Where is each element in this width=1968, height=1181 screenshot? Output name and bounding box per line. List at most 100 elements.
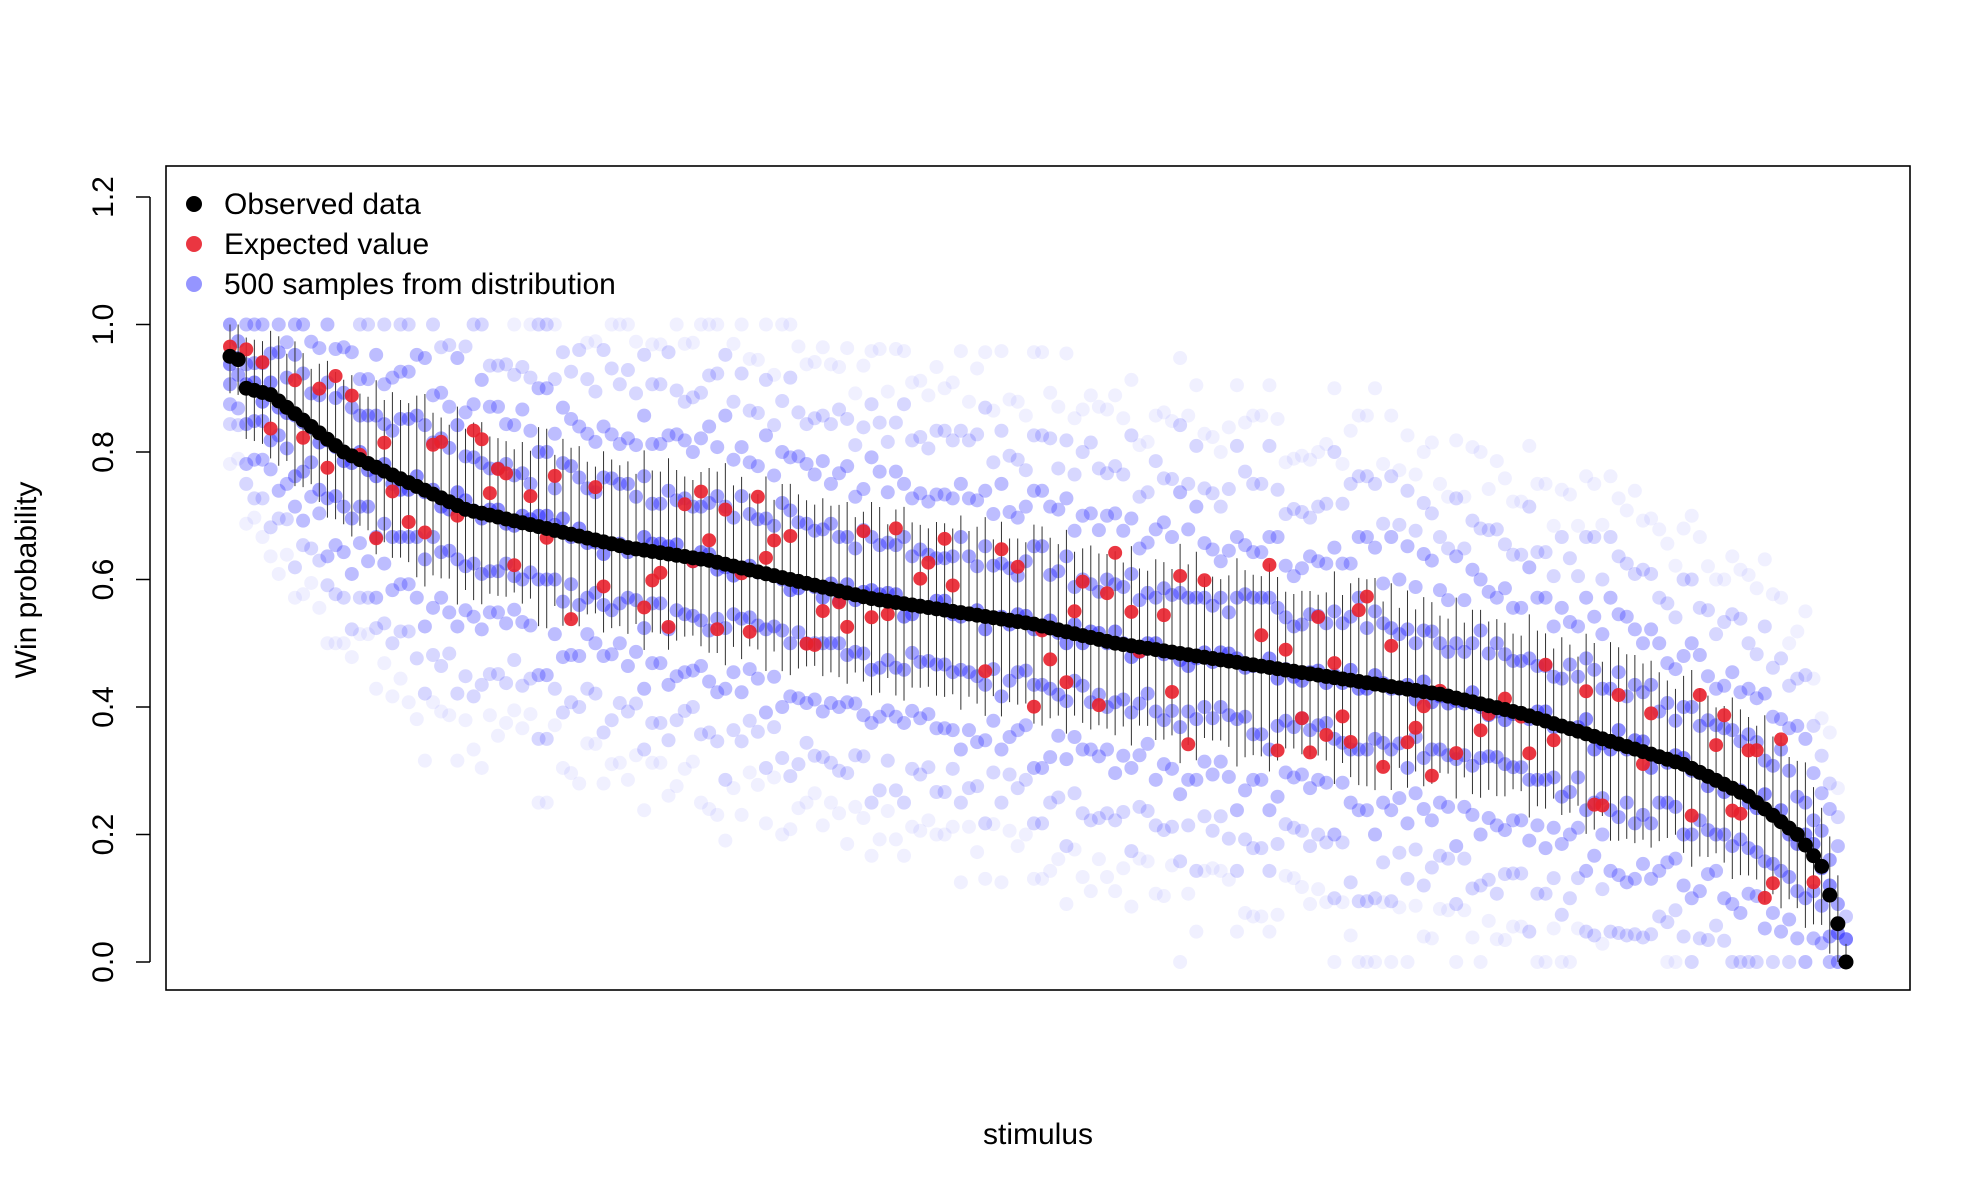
sample-point xyxy=(1384,469,1399,484)
y-axis-label: Win probability xyxy=(10,482,43,679)
sample-point xyxy=(1644,871,1659,886)
expected-points-layer xyxy=(223,339,1853,969)
sample-point xyxy=(1075,742,1090,757)
expected-point xyxy=(474,432,489,447)
sample-point xyxy=(1514,919,1529,934)
sample-point xyxy=(442,708,457,723)
expected-point xyxy=(1757,890,1772,905)
expected-point xyxy=(864,610,879,625)
sample-point xyxy=(750,406,765,421)
sample-point xyxy=(1335,835,1350,850)
sample-point xyxy=(458,713,473,728)
sample-point xyxy=(287,317,302,332)
sample-point xyxy=(1595,517,1610,532)
sample-point xyxy=(1554,955,1569,969)
sample-point xyxy=(490,358,505,373)
sample-point xyxy=(856,420,871,435)
sample-point xyxy=(937,721,952,736)
sample-point xyxy=(742,351,757,366)
sample-point xyxy=(832,763,847,778)
sample-point xyxy=(434,704,449,719)
sample-point xyxy=(1181,408,1196,423)
sample-point xyxy=(1603,863,1618,878)
sample-point xyxy=(872,709,887,724)
sample-point xyxy=(555,345,570,360)
sample-point xyxy=(1384,530,1399,544)
sample-point xyxy=(1554,600,1569,615)
sample-point xyxy=(1765,905,1780,920)
sample-point xyxy=(1822,802,1837,816)
sample-point xyxy=(848,489,863,504)
sample-point xyxy=(1156,889,1171,904)
expected-point xyxy=(758,550,773,565)
sample-point xyxy=(1213,863,1228,878)
sample-point xyxy=(1449,433,1464,448)
sample-point xyxy=(856,811,871,826)
sample-point xyxy=(1749,691,1764,706)
sample-point xyxy=(929,721,944,736)
expected-point xyxy=(1075,574,1090,589)
sample-point xyxy=(1489,818,1504,833)
expected-point xyxy=(1108,545,1123,560)
sample-point xyxy=(1116,805,1131,819)
sample-point xyxy=(1765,587,1780,602)
sample-point xyxy=(361,627,376,642)
sample-point xyxy=(499,417,514,432)
sample-point xyxy=(1010,452,1025,467)
sample-point xyxy=(1148,818,1163,833)
sample-point xyxy=(555,760,570,775)
sample-point xyxy=(1635,636,1650,651)
sample-point xyxy=(637,803,652,818)
sample-point xyxy=(986,403,1001,418)
sample-point xyxy=(693,727,708,742)
sample-point xyxy=(1294,448,1309,463)
sample-point xyxy=(1213,754,1228,769)
sample-point xyxy=(1725,607,1740,622)
sample-point xyxy=(1416,878,1431,893)
sample-point xyxy=(726,665,741,680)
sample-point xyxy=(758,816,773,831)
sample-point xyxy=(1067,411,1082,426)
sample-point xyxy=(1221,482,1236,497)
legend-label: Expected value xyxy=(224,228,429,261)
sample-point xyxy=(1709,627,1724,642)
expected-point xyxy=(1473,723,1488,738)
sample-point xyxy=(1538,476,1553,491)
sample-point xyxy=(1830,839,1845,854)
sample-point xyxy=(1473,445,1488,459)
sample-point xyxy=(1278,765,1293,780)
expected-point xyxy=(937,531,952,546)
sample-point xyxy=(856,482,871,497)
sample-point xyxy=(1368,827,1383,842)
sample-point xyxy=(1108,884,1123,899)
sample-point xyxy=(1164,530,1179,544)
sample-point xyxy=(255,530,270,544)
sample-point xyxy=(1278,558,1293,573)
sample-point xyxy=(1059,752,1074,767)
sample-point xyxy=(929,423,944,438)
sample-point xyxy=(1676,878,1691,893)
sample-point xyxy=(970,779,985,794)
sample-point xyxy=(1116,411,1131,426)
sample-point xyxy=(1465,807,1480,822)
sample-point xyxy=(783,769,798,784)
sample-point xyxy=(710,440,725,455)
expected-point xyxy=(750,489,765,504)
sample-point xyxy=(466,742,481,757)
sample-point xyxy=(1116,748,1131,763)
sample-point xyxy=(1644,511,1659,526)
expected-point xyxy=(239,342,254,357)
sample-point xyxy=(1319,437,1334,452)
sample-point xyxy=(637,742,652,757)
sample-point xyxy=(263,520,278,535)
expected-point xyxy=(1156,608,1171,623)
sample-point xyxy=(1611,607,1626,622)
sample-point xyxy=(864,344,879,359)
sample-point xyxy=(1303,839,1318,854)
sample-point xyxy=(1660,656,1675,671)
sample-point xyxy=(1408,786,1423,801)
sample-point xyxy=(1700,559,1715,574)
sample-point xyxy=(1546,820,1561,835)
sample-point xyxy=(905,761,920,776)
expected-point xyxy=(783,528,798,543)
